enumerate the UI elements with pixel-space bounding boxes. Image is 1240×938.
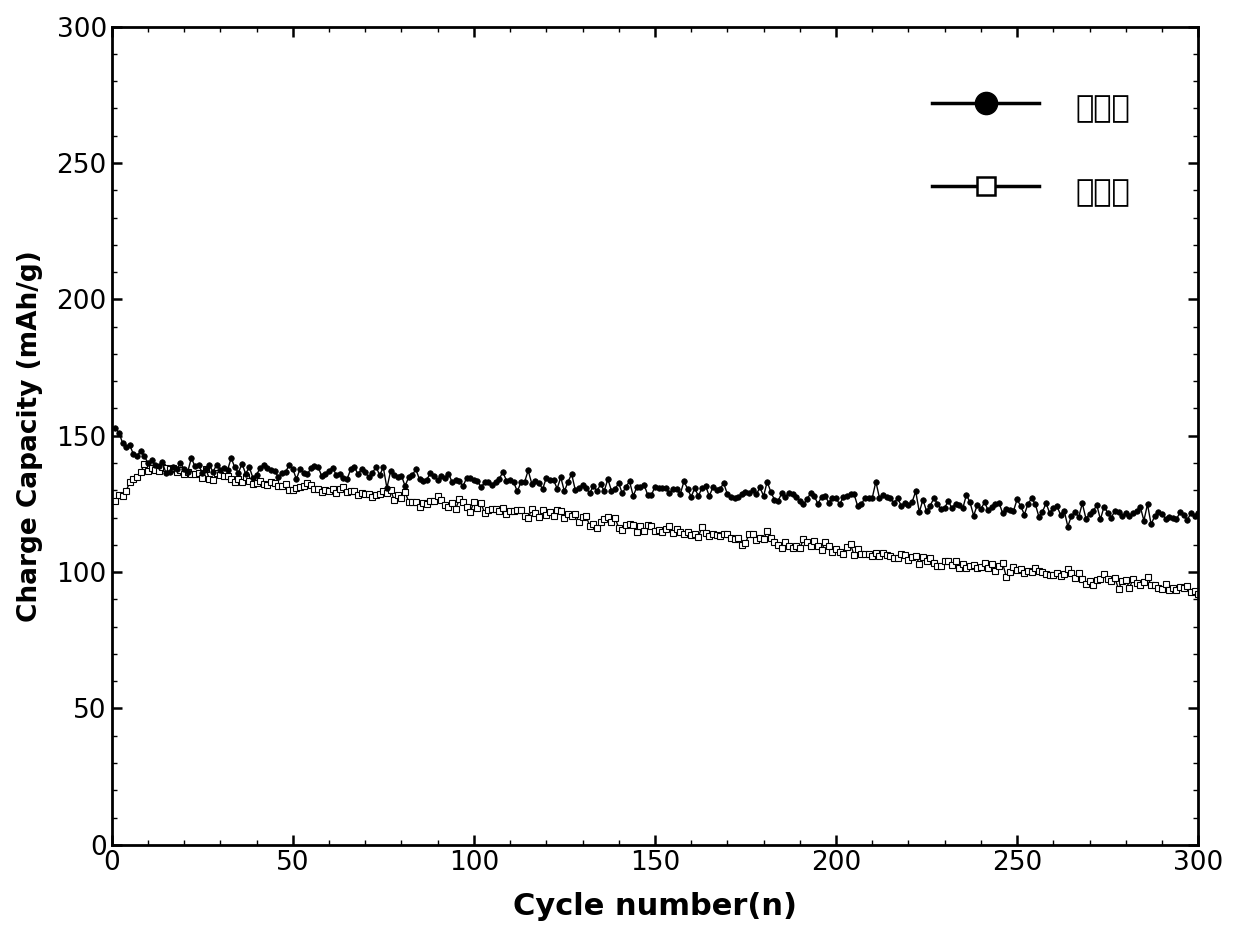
包覆后 bbox=[1021, 498, 1035, 509]
包覆后 bbox=[108, 422, 123, 433]
X-axis label: Cycle number(n): Cycle number(n) bbox=[513, 892, 797, 921]
包覆前 bbox=[108, 495, 123, 507]
包覆前 bbox=[1092, 574, 1107, 585]
包覆后 bbox=[1092, 514, 1107, 525]
Y-axis label: Charge Capacity (mAh/g): Charge Capacity (mAh/g) bbox=[16, 250, 42, 622]
包覆后 bbox=[749, 489, 764, 500]
Line: 包覆前: 包覆前 bbox=[113, 461, 1202, 597]
包覆后 bbox=[753, 482, 768, 493]
Legend: 包覆后, 包覆前: 包覆后, 包覆前 bbox=[901, 58, 1161, 240]
包覆前 bbox=[1190, 588, 1205, 599]
包覆前 bbox=[753, 533, 768, 544]
包覆前 bbox=[136, 459, 151, 470]
包覆前 bbox=[774, 542, 789, 553]
包覆后 bbox=[770, 495, 785, 507]
包覆后 bbox=[1060, 521, 1075, 532]
包覆后 bbox=[112, 427, 126, 438]
包覆前 bbox=[1024, 567, 1039, 578]
包覆前 bbox=[756, 534, 771, 545]
包覆后 bbox=[1190, 507, 1205, 519]
Line: 包覆后: 包覆后 bbox=[113, 425, 1202, 529]
包覆前 bbox=[112, 490, 126, 501]
